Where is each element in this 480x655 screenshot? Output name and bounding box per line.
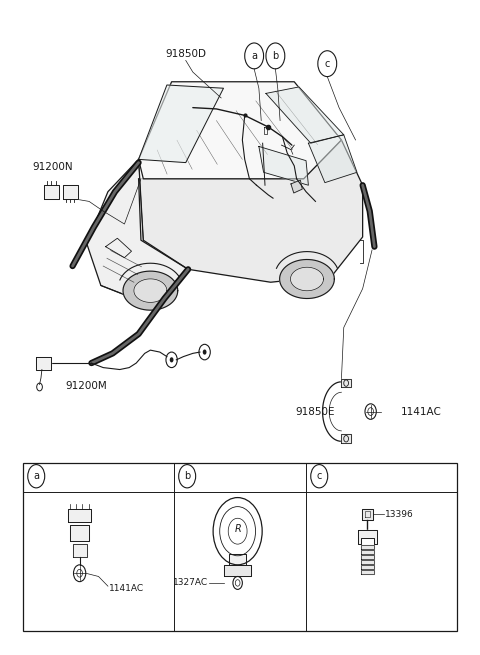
Polygon shape <box>361 546 374 550</box>
Text: 91200N: 91200N <box>33 162 73 172</box>
Text: 91850E: 91850E <box>296 407 335 417</box>
Circle shape <box>203 350 206 354</box>
Polygon shape <box>229 554 246 565</box>
Polygon shape <box>225 565 251 576</box>
Polygon shape <box>280 259 335 299</box>
Polygon shape <box>139 140 362 282</box>
Polygon shape <box>266 87 344 143</box>
Polygon shape <box>63 185 78 198</box>
Text: c: c <box>324 59 330 69</box>
Text: 1327AC: 1327AC <box>173 578 208 588</box>
Polygon shape <box>361 565 374 569</box>
Polygon shape <box>70 525 89 541</box>
Polygon shape <box>358 530 377 544</box>
Polygon shape <box>308 135 357 183</box>
Text: 91850D: 91850D <box>165 49 206 59</box>
Polygon shape <box>361 570 374 574</box>
Polygon shape <box>361 550 374 554</box>
Polygon shape <box>44 185 59 198</box>
Polygon shape <box>134 279 167 303</box>
Polygon shape <box>72 544 87 557</box>
Text: 13396: 13396 <box>385 510 414 519</box>
Polygon shape <box>87 159 188 305</box>
Polygon shape <box>68 508 91 521</box>
Text: a: a <box>251 51 257 61</box>
Text: a: a <box>33 471 39 481</box>
Text: 1141AC: 1141AC <box>109 584 144 593</box>
Text: R: R <box>234 524 241 534</box>
Polygon shape <box>123 271 178 310</box>
Polygon shape <box>291 180 302 193</box>
Text: 91200M: 91200M <box>65 381 107 390</box>
Polygon shape <box>362 508 373 519</box>
Bar <box>23 463 457 631</box>
Polygon shape <box>139 82 341 179</box>
Polygon shape <box>341 379 351 387</box>
Text: 1141AC: 1141AC <box>400 407 441 417</box>
Polygon shape <box>341 434 351 443</box>
Text: b: b <box>184 471 190 481</box>
Polygon shape <box>290 267 324 291</box>
Text: c: c <box>316 471 322 481</box>
Polygon shape <box>361 555 374 559</box>
Polygon shape <box>139 85 224 162</box>
Circle shape <box>170 357 173 362</box>
Polygon shape <box>361 560 374 564</box>
Text: b: b <box>272 51 278 61</box>
Polygon shape <box>36 356 51 369</box>
Polygon shape <box>259 147 308 185</box>
